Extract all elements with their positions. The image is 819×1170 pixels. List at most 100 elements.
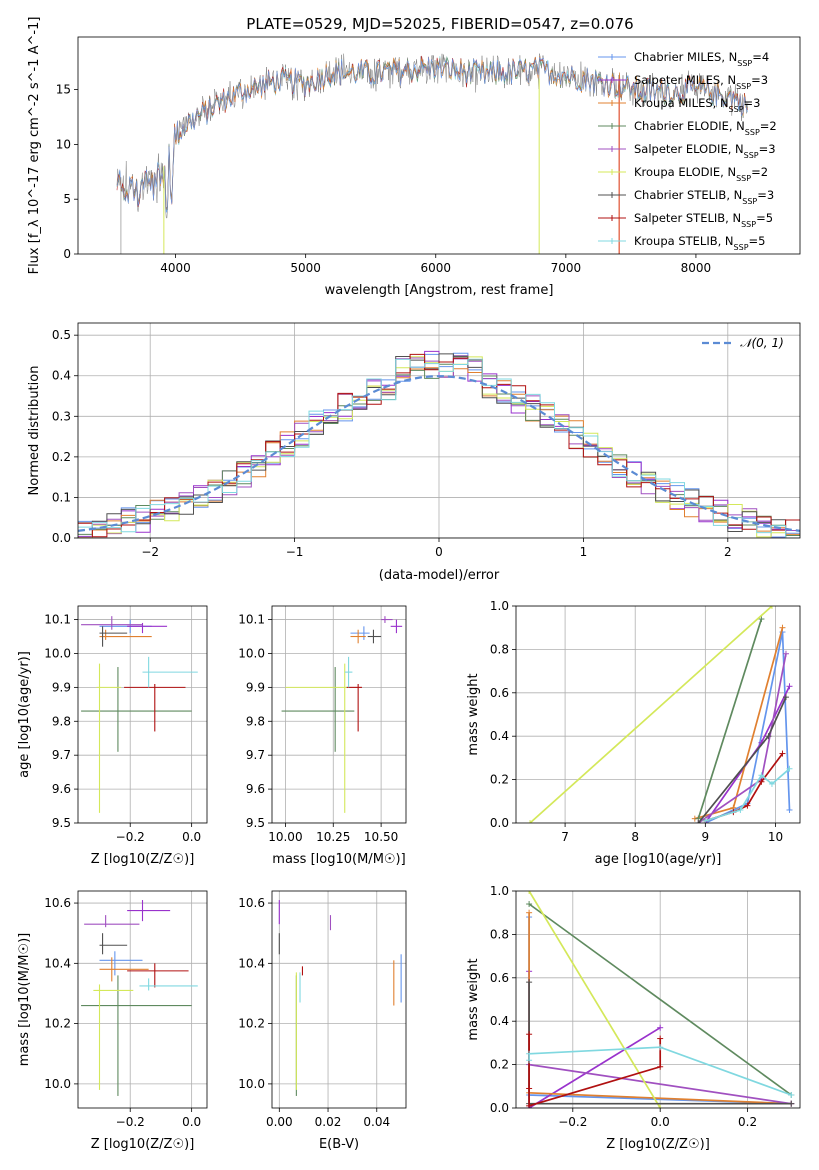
weight-line-6 <box>697 696 787 823</box>
errorbar-point-5 <box>93 984 134 1090</box>
legend-entry-1: Salpeter MILES, NSSP=3 <box>634 73 768 91</box>
legend-marker-8 <box>609 238 615 244</box>
y-tick-label: 10.1 <box>238 613 265 627</box>
errorbar-point-3 <box>81 667 192 752</box>
y-tick-label: 0.0 <box>490 816 509 830</box>
grid <box>78 606 207 823</box>
weight-marker-4 <box>782 650 789 657</box>
y-axis-label: Flux [f_λ 10^-17 erg cm^-2 s^-1 A^-1] <box>27 17 42 275</box>
legend-entry-6: Chabrier STELIB, NSSP=3 <box>634 188 774 206</box>
weight-marker-7 <box>526 1085 533 1092</box>
legend-marker-7 <box>609 215 615 221</box>
x-tick-label: −0.2 <box>116 1115 145 1129</box>
x-tick-label: −0.2 <box>116 830 145 844</box>
errorbar-point-2 <box>99 629 152 640</box>
y-axis-label: mass weight <box>466 958 481 1040</box>
x-tick-label: 7 <box>561 830 569 844</box>
y-tick-label: 10.4 <box>44 956 71 970</box>
y-tick-label: 10.2 <box>44 1017 71 1031</box>
weight-marker-6 <box>782 694 789 701</box>
x-tick-label: 10 <box>768 830 783 844</box>
errorbar-point-4 <box>81 616 143 630</box>
plot-area <box>78 323 800 538</box>
y-tick-label: 10.0 <box>44 1077 71 1091</box>
legend-marker-2 <box>609 100 615 106</box>
grid <box>272 891 406 1108</box>
weight-marker-7 <box>779 750 786 757</box>
legend-entry-2: Kroupa MILES, NSSP=3 <box>634 96 760 114</box>
errorbar-point-4 <box>84 915 140 928</box>
y-axis-label: age [log10(age/yr)] <box>17 651 32 778</box>
legend-marker-0 <box>609 54 615 60</box>
ticks: −0.2 0.0 9.5 9.6 9.7 9.8 9.9 10.0 10.1 <box>44 613 201 844</box>
x-axis-label: mass [log10(M/M☉)] <box>272 852 405 867</box>
x-tick-label: 0.2 <box>738 1115 757 1129</box>
legend-marker-4 <box>609 146 615 152</box>
ticks: −2 −1 0 1 2 0.0 0.1 0.2 0.3 0.4 0.5 <box>52 328 732 559</box>
errorbar-point-6 <box>367 629 382 644</box>
legend-entry-7: Salpeter STELIB, NSSP=5 <box>634 211 773 229</box>
weight-marker-5 <box>768 606 775 609</box>
weight-marker-5 <box>526 891 533 894</box>
errorbar-point-2 <box>350 629 366 644</box>
y-axis-label: Normed distribution <box>27 366 42 496</box>
plot-area <box>78 606 207 823</box>
weight-marker-8 <box>737 806 744 813</box>
x-axis-label: wavelength [Angstrom, rest frame] <box>325 283 554 298</box>
x-tick-label: −0.2 <box>558 1115 587 1129</box>
errorbar-point-3 <box>281 667 355 752</box>
y-axis-label: mass [log10(M/M☉)] <box>17 933 32 1066</box>
x-tick-label: 0.0 <box>182 1115 201 1129</box>
y-tick-label: 10 <box>56 137 71 151</box>
y-tick-label: 9.9 <box>246 680 265 694</box>
errorbar-point-5 <box>96 663 121 813</box>
y-tick-label: 10.0 <box>44 646 71 660</box>
ticks: 4000 5000 6000 7000 8000 0 5 10 15 <box>56 83 711 275</box>
x-tick-label: 5000 <box>290 261 321 275</box>
weight-marker-8 <box>526 1050 533 1057</box>
y-tick-label: 10.1 <box>44 613 71 627</box>
y-tick-label: 9.8 <box>52 714 71 728</box>
errorbar-point-7 <box>124 683 186 732</box>
errorbar-point-8 <box>142 656 198 688</box>
errorbar-point-5 <box>285 663 349 813</box>
x-axis-label: age [log10(age/yr)] <box>595 852 722 867</box>
y-tick-label: 9.7 <box>246 748 265 762</box>
ticks: 0.00 0.02 0.04 10.0 10.2 10.4 10.6 <box>238 896 390 1129</box>
legend-entry-0: Chabrier MILES, NSSP=4 <box>634 50 769 68</box>
plot-area <box>272 891 406 1108</box>
grid <box>516 891 800 1108</box>
weight-marker-5 <box>657 1105 664 1108</box>
axes-frame <box>77 890 208 1109</box>
panel-mass-vs-EBV: 0.00 0.02 0.04 10.0 10.2 10.4 10.6 E(B-V) <box>238 890 407 1152</box>
weight-marker-6 <box>526 979 533 986</box>
legend-marker-1 <box>609 77 615 83</box>
x-tick-label: 0.00 <box>266 1115 293 1129</box>
weight-marker-8 <box>768 780 775 787</box>
errorbar-point-7 <box>346 683 362 732</box>
weight-marker-8 <box>788 1091 795 1098</box>
weight-marker-7 <box>758 778 765 785</box>
x-tick-label: 0.0 <box>182 830 201 844</box>
y-tick-label: 15 <box>56 83 71 97</box>
grid <box>516 606 800 823</box>
weight-marker-5 <box>527 820 534 823</box>
y-tick-label: 1.0 <box>490 599 509 613</box>
x-tick-label: 0.02 <box>315 1115 342 1129</box>
y-tick-label: 9.9 <box>52 680 71 694</box>
panel-age-vs-mass: 10.00 10.25 10.50 9.5 9.6 9.7 9.8 9.9 10.0 10.1 ma… <box>238 605 407 867</box>
weight-marker-6 <box>788 1100 795 1107</box>
weight-marker-1 <box>786 683 793 690</box>
errorbar-point-1 <box>390 619 403 634</box>
axes-frame <box>77 36 801 255</box>
y-tick-label: 9.7 <box>52 748 71 762</box>
weight-marker-7 <box>657 1063 664 1070</box>
legend-entry-5: Kroupa ELODIE, NSSP=2 <box>634 165 768 183</box>
weight-marker-6 <box>765 733 772 740</box>
weight-marker-1 <box>657 1024 664 1031</box>
x-tick-label: 7000 <box>551 261 582 275</box>
y-tick-label: 0.2 <box>490 1058 509 1072</box>
weight-line-3 <box>528 903 792 1096</box>
weight-line-5 <box>529 606 773 823</box>
